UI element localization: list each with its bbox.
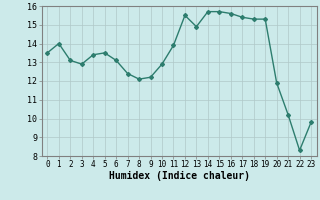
X-axis label: Humidex (Indice chaleur): Humidex (Indice chaleur) xyxy=(109,171,250,181)
